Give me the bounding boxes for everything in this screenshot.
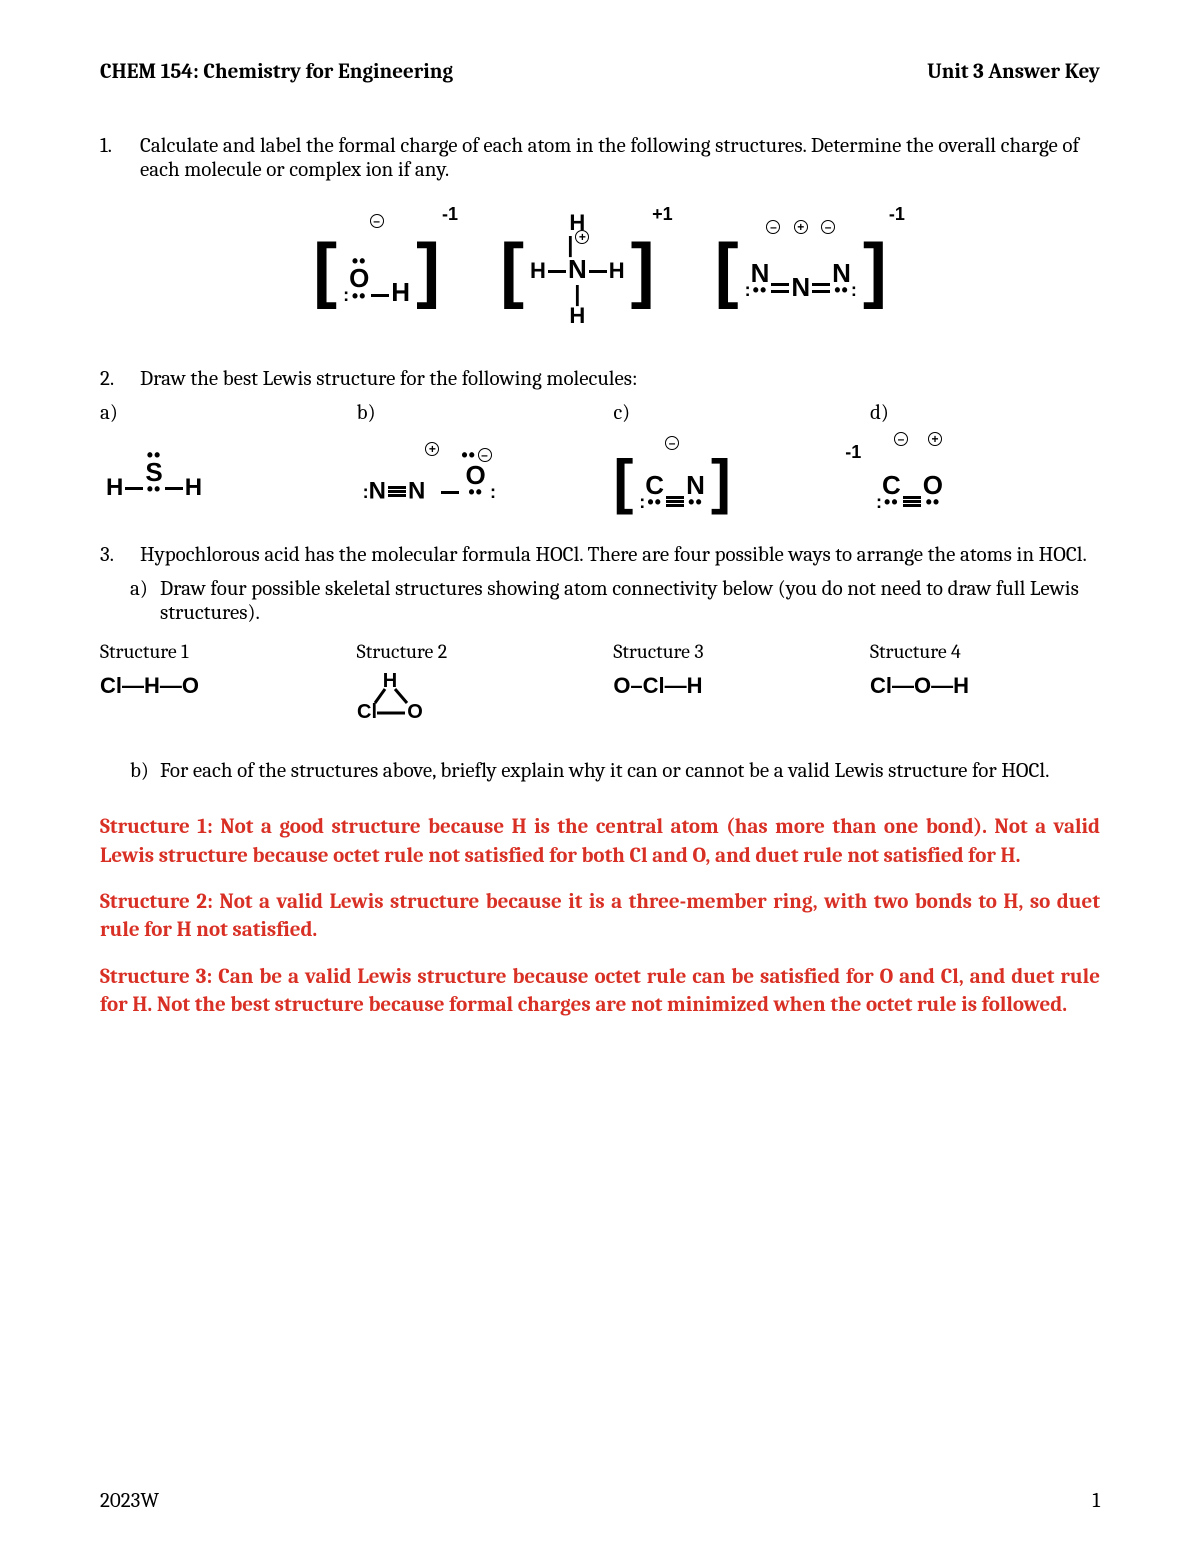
q3-number: 3. (100, 543, 140, 567)
q3a: a) Draw four possible skeletal structure… (130, 577, 1100, 625)
q3a-text: Draw four possible skeletal structures s… (160, 577, 1100, 625)
q1-structures: [ – :••O••H ] -1 [ H |+ HNH | H ] (100, 212, 1100, 327)
question-2: 2. Draw the best Lewis structure for the… (100, 367, 1100, 513)
q1-mol3-charge: -1 (889, 204, 905, 225)
structure-4: Structure 4 Cl—O—H (870, 640, 1100, 729)
q3-text: Hypochlorous acid has the molecular form… (140, 543, 1100, 567)
header-left: CHEM 154: Chemistry for Engineering (100, 60, 453, 84)
page-footer: 2023W 1 (100, 1489, 1100, 1513)
structure-1: Structure 1 Cl—H—O (100, 640, 330, 729)
page: CHEM 154: Chemistry for Engineering Unit… (0, 0, 1200, 1553)
q2-parts: a) H••S••H b) :NN+••–O••: c) [ – :C••N•• (100, 401, 1100, 513)
q2c-charge: -1 (845, 442, 861, 463)
answer-structure-2: Structure 2: Not a valid Lewis structure… (100, 888, 1100, 945)
svg-text:O: O (407, 701, 423, 723)
q3b: b) For each of the structures above, bri… (130, 759, 1100, 783)
q3b-text: For each of the structures above, briefl… (160, 759, 1049, 783)
answer-structure-3: Structure 3: Can be a valid Lewis struct… (100, 963, 1100, 1020)
question-3: 3. Hypochlorous acid has the molecular f… (100, 543, 1100, 783)
structure-2: Structure 2 H Cl O (357, 640, 587, 729)
q1-mol2-charge: +1 (652, 204, 673, 225)
q2-number: 2. (100, 367, 140, 391)
answer-structure-1: Structure 1: Not a good structure becaus… (100, 813, 1100, 870)
q1-text: Calculate and label the formal charge of… (140, 134, 1100, 182)
q1-mol1-charge: -1 (442, 204, 458, 225)
structure-3: Structure 3 O–Cl—H (613, 640, 843, 729)
q1-mol1: [ – :••O••H ] -1 (313, 212, 440, 327)
footer-right: 1 (1092, 1489, 1100, 1513)
q2-text: Draw the best Lewis structure for the fo… (140, 367, 1100, 391)
svg-text:Cl: Cl (357, 701, 377, 723)
q3-structures: Structure 1 Cl—H—O Structure 2 H Cl O (100, 640, 1100, 729)
q2a: a) H••S••H (100, 401, 330, 513)
q1-mol3: [ – + – :N••NN••: ] -1 (715, 212, 887, 327)
header-right: Unit 3 Answer Key (927, 60, 1100, 84)
footer-left: 2023W (100, 1489, 159, 1513)
skel2-diagram: H Cl O (357, 673, 587, 729)
q2d: d) – + :C••O•• (870, 401, 1100, 513)
q2c: c) [ – :C••N•• ] -1 (613, 401, 843, 513)
q1-mol2: [ H |+ HNH | H ] +1 (500, 212, 655, 327)
q2b: b) :NN+••–O••: (357, 401, 587, 513)
q1-number: 1. (100, 134, 140, 182)
page-header: CHEM 154: Chemistry for Engineering Unit… (100, 60, 1100, 84)
question-1: 1. Calculate and label the formal charge… (100, 134, 1100, 327)
